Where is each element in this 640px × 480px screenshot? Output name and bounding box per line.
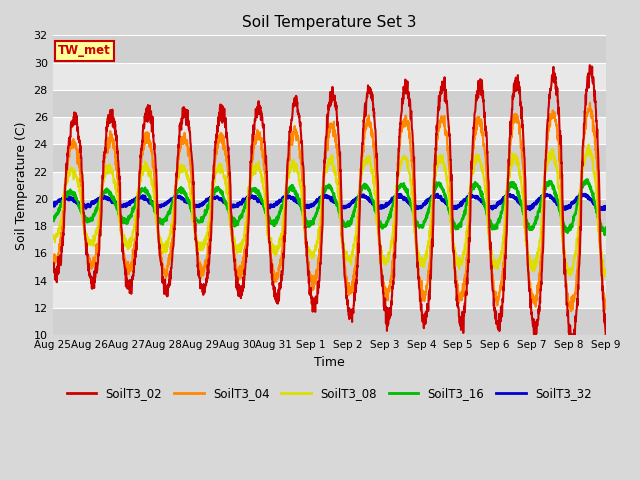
- Bar: [52, 144, 605, 172]
- X-axis label: Time: Time: [314, 356, 344, 369]
- Bar: [52, 172, 605, 199]
- Bar: [52, 253, 605, 281]
- Bar: [52, 199, 605, 226]
- Bar: [52, 90, 605, 117]
- Bar: [52, 36, 605, 62]
- Bar: [52, 62, 605, 90]
- Bar: [52, 117, 605, 144]
- Y-axis label: Soil Temperature (C): Soil Temperature (C): [15, 121, 28, 250]
- Bar: [52, 281, 605, 308]
- Title: Soil Temperature Set 3: Soil Temperature Set 3: [242, 15, 417, 30]
- Legend: SoilT3_02, SoilT3_04, SoilT3_08, SoilT3_16, SoilT3_32: SoilT3_02, SoilT3_04, SoilT3_08, SoilT3_…: [62, 382, 596, 404]
- Bar: [52, 308, 605, 336]
- Bar: [52, 226, 605, 253]
- Text: TW_met: TW_met: [58, 44, 111, 57]
